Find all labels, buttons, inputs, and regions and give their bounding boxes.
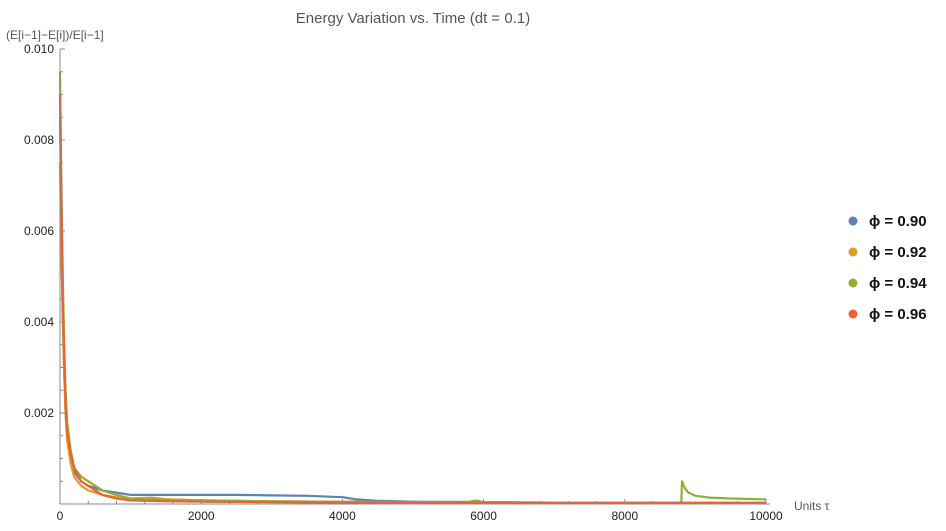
axes-layer: 0 2000 4000 6000 8000 10000 0.002 0.004 0.006 0.0… <box>24 42 783 523</box>
legend: ϕ = 0.90 ϕ = 0.92 ϕ = 0.94 ϕ = 0.96 <box>848 213 927 323</box>
legend-label-1: ϕ = 0.90 <box>869 213 927 230</box>
legend-marker-4 <box>848 309 858 319</box>
legend-label-3: ϕ = 0.94 <box>869 275 927 292</box>
y-tick-label: 0.006 <box>24 224 54 238</box>
legend-label-2: ϕ = 0.92 <box>869 244 927 261</box>
series-line-4 <box>58 94 766 505</box>
y-axis-label: (E[i−1]−E[i])/E[i−1] <box>6 28 104 42</box>
x-tick-label: 0 <box>57 509 64 523</box>
series-line-3 <box>58 71 767 504</box>
legend-label-4: ϕ = 0.96 <box>869 306 927 323</box>
series-layer <box>58 71 767 505</box>
y-tick-label: 0.004 <box>24 315 54 329</box>
x-tick-label: 4000 <box>329 509 356 523</box>
series-line-1 <box>58 117 766 504</box>
x-axis-label: Units τ <box>794 499 830 513</box>
x-tick-label: 8000 <box>611 509 638 523</box>
y-tick-label: 0.008 <box>24 133 54 147</box>
legend-marker-1 <box>848 216 858 226</box>
x-tick-label: 10000 <box>749 509 783 523</box>
x-tick-label: 2000 <box>188 509 215 523</box>
series-line-2 <box>58 162 766 504</box>
y-tick-label: 0.002 <box>24 406 54 420</box>
chart-title: Energy Variation vs. Time (dt = 0.1) <box>296 10 530 27</box>
legend-marker-3 <box>848 278 858 288</box>
x-tick-label: 6000 <box>470 509 497 523</box>
legend-marker-2 <box>848 247 858 257</box>
y-tick-label: 0.010 <box>24 42 54 56</box>
